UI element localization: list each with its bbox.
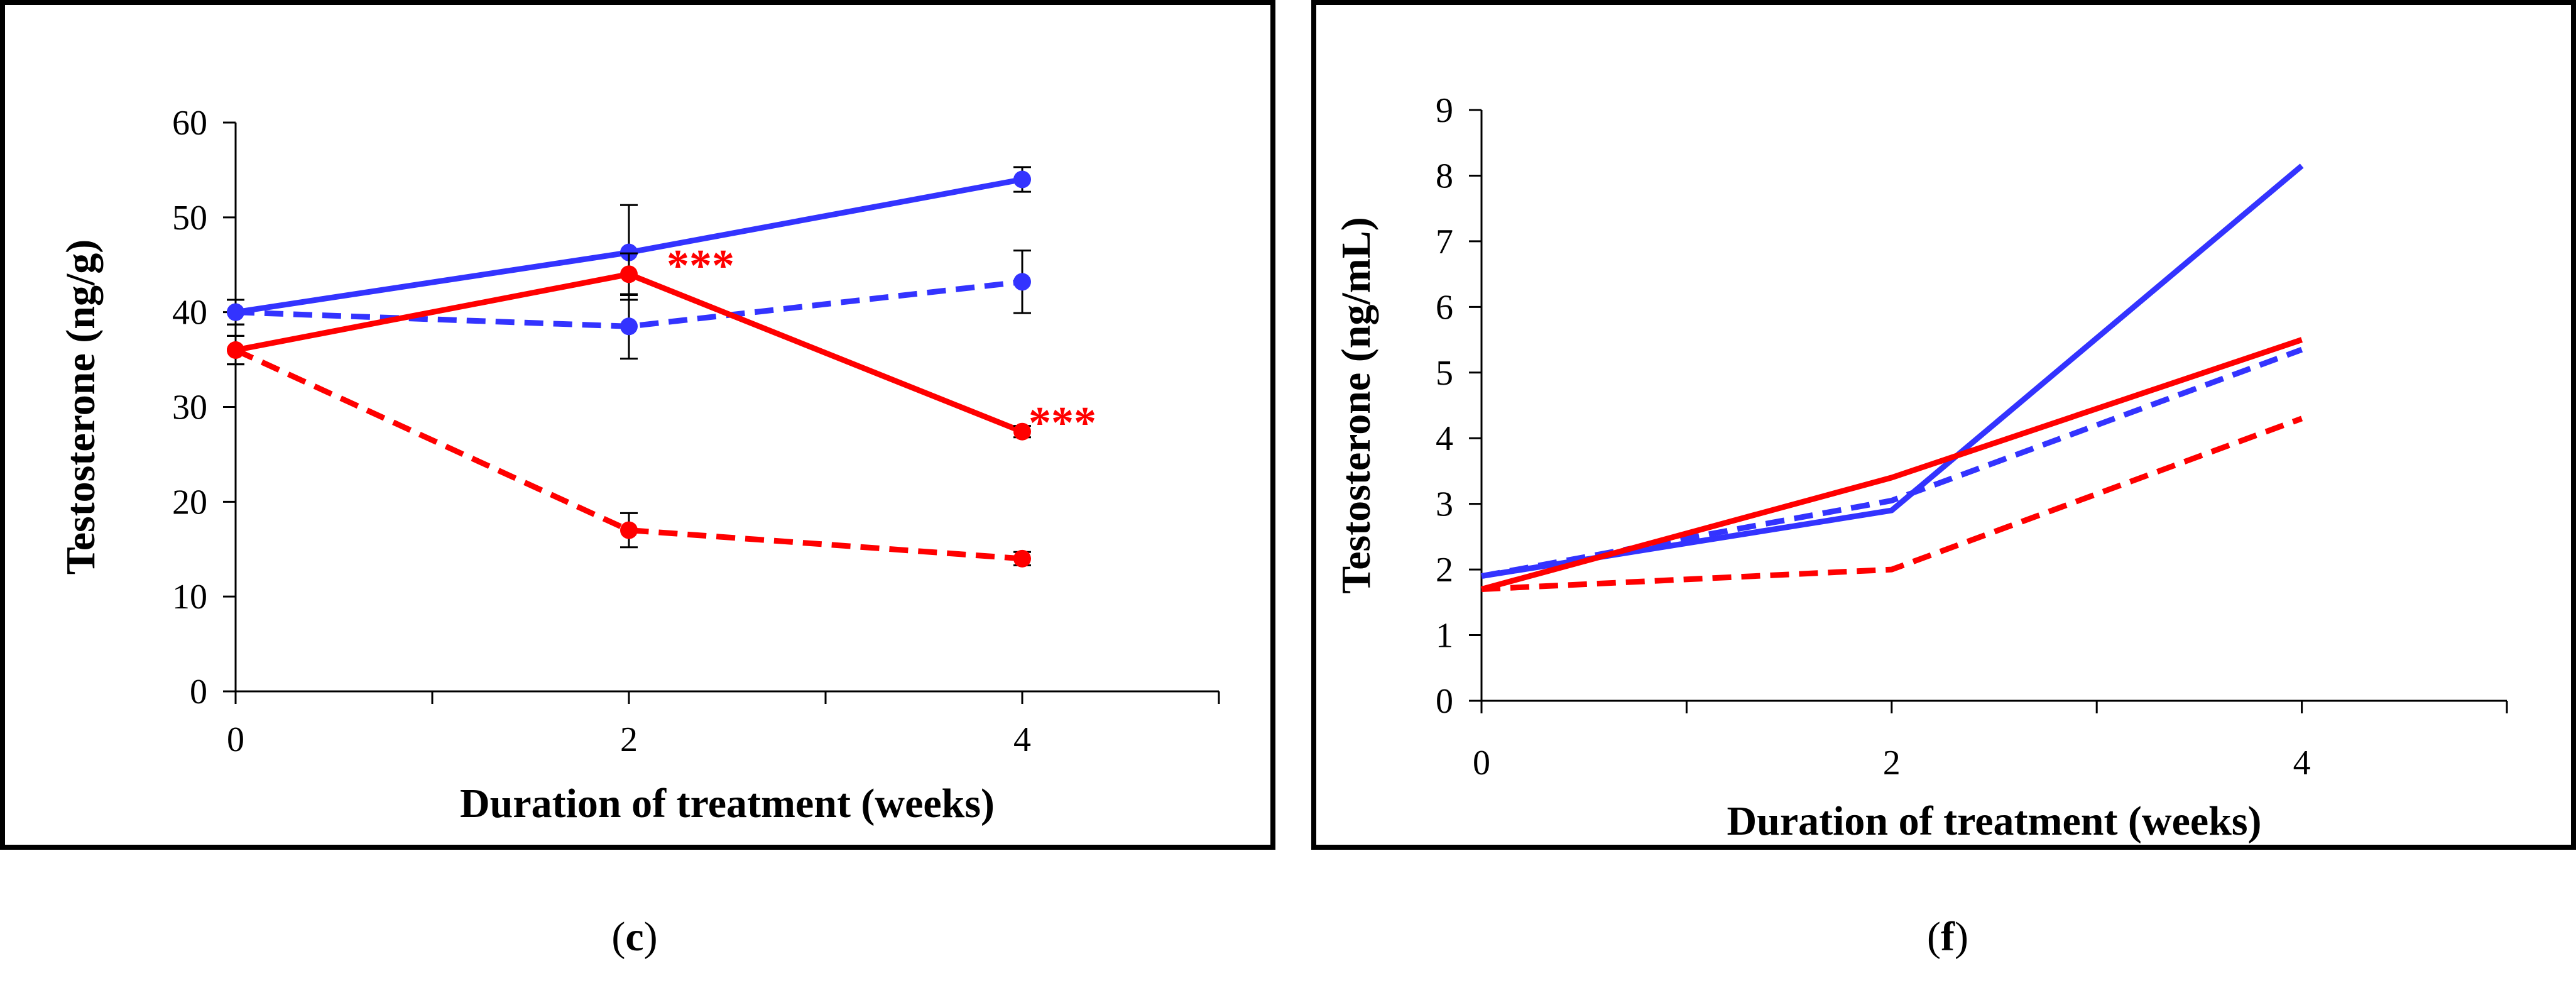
panel-c-caption: (c) xyxy=(611,914,657,960)
y-axis-title: Testosterone (ng/mL) xyxy=(1333,217,1379,593)
panel-f-caption: (f) xyxy=(1927,914,1968,960)
x-tick-label: 2 xyxy=(620,720,638,759)
data-point-red-dashed xyxy=(620,521,638,539)
series-line-red-dashed xyxy=(234,347,1023,562)
panel-f-chart: 0 1 2 3 4 5 6 7 8 9 0 2 4 Duration of treatment (week… xyxy=(1333,91,2508,844)
y-tick-label: 1 xyxy=(1436,617,1453,656)
data-point-blue-dashed xyxy=(1013,273,1031,291)
significance-annotation: *** xyxy=(1029,398,1096,448)
data-point-red-dashed xyxy=(1013,549,1031,568)
panel-f-frame xyxy=(1311,0,2576,850)
y-tick-label: 9 xyxy=(1436,91,1453,130)
y-tick-label: 8 xyxy=(1436,157,1453,195)
y-tick-label: 40 xyxy=(172,294,207,332)
data-point-red-dashed xyxy=(227,341,244,359)
y-tick-label: 7 xyxy=(1436,222,1453,261)
data-point-blue-solid xyxy=(1013,170,1031,189)
data-point-blue-dashed xyxy=(227,303,244,321)
panel-f-letter: f xyxy=(1941,914,1955,960)
y-tick-label: 10 xyxy=(172,578,207,617)
x-tick-label: 4 xyxy=(1013,720,1031,759)
y-axis-title: Testosterone (ng/g) xyxy=(58,239,104,574)
x-tick-label: 0 xyxy=(1473,744,1490,783)
y-tick-label: 60 xyxy=(172,104,207,143)
y-tick-label: 2 xyxy=(1436,551,1453,590)
significance-annotation: *** xyxy=(667,240,734,290)
y-tick-label: 6 xyxy=(1436,288,1453,327)
series-line-red-solid xyxy=(1480,337,2303,592)
data-point-blue-solid xyxy=(620,243,638,261)
y-tick-label: 0 xyxy=(190,673,207,711)
x-axis-title: Duration of treatment (weeks) xyxy=(1727,798,2261,844)
panel-c-frame xyxy=(0,0,1275,850)
x-tick-label: 0 xyxy=(227,720,244,759)
y-tick-label: 50 xyxy=(172,199,207,238)
y-tick-label: 20 xyxy=(172,483,207,522)
y-tick-label: 30 xyxy=(172,388,207,427)
data-point-red-solid xyxy=(1013,422,1031,441)
x-axis-title: Duration of treatment (weeks) xyxy=(460,781,995,826)
data-point-blue-dashed xyxy=(620,317,638,336)
panel-c-chart: 0 10 20 30 40 50 60 0 2 4 Duration of treatment (w… xyxy=(58,104,1220,826)
data-point-red-solid xyxy=(620,265,638,283)
y-tick-label: 4 xyxy=(1436,419,1453,458)
series-line-blue-dashed xyxy=(1481,346,2303,579)
y-tick-label: 5 xyxy=(1436,354,1453,393)
x-tick-label: 4 xyxy=(2293,744,2311,783)
x-tick-label: 2 xyxy=(1883,744,1901,783)
series-line-red-dashed xyxy=(1481,415,2303,592)
series-line-blue-solid xyxy=(1481,163,2304,579)
y-tick-label: 3 xyxy=(1436,485,1453,524)
y-tick-label: 0 xyxy=(1436,682,1453,721)
panel-c-letter: c xyxy=(625,914,643,960)
